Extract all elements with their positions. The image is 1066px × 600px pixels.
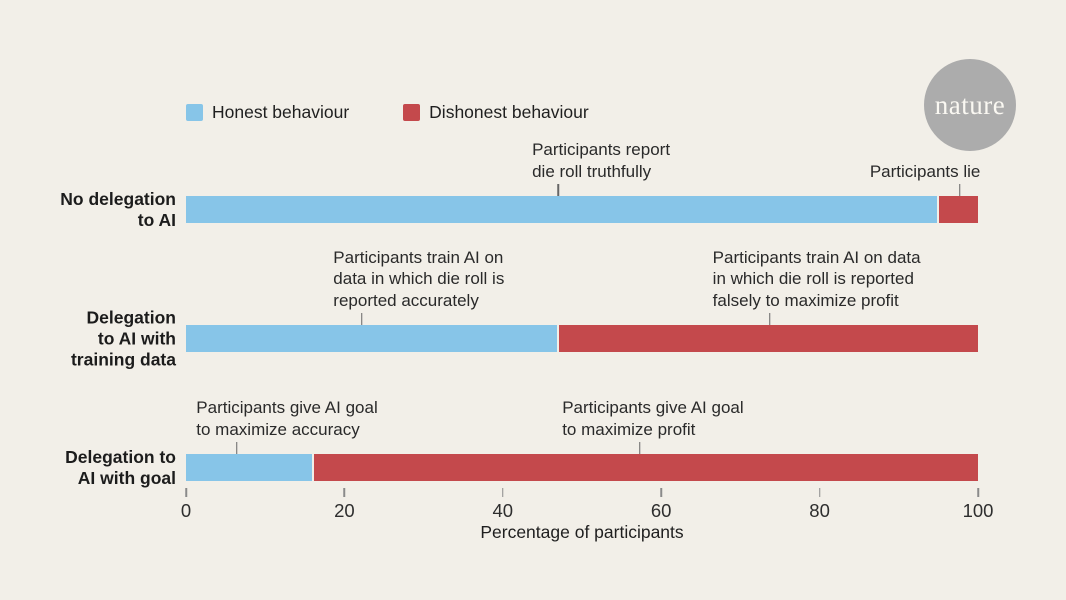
category-label-line: Delegation (86, 307, 176, 327)
annotation-line: falsely to maximize profit (712, 290, 899, 310)
annotation-tick (557, 184, 559, 196)
annotation-line: in which die roll is reported (712, 269, 914, 288)
bar-row (186, 454, 978, 481)
x-axis-tick (818, 488, 821, 497)
annotation-text: Participants train AI on data in which di… (713, 247, 921, 312)
annotation-line: reported accurately (333, 290, 479, 310)
bar-segment-dishonest (558, 325, 978, 352)
legend-swatch-dishonest (403, 104, 421, 121)
annotation-tick (639, 442, 641, 454)
bar-segment-honest (186, 325, 559, 352)
annotation-tick (235, 442, 238, 454)
x-axis-tick-label: 20 (334, 500, 355, 521)
x-axis-tick (502, 488, 504, 497)
annotation-tick (959, 184, 961, 196)
bar-segment-honest (186, 454, 313, 481)
annotation-line: Participants lie (869, 161, 981, 181)
x-axis-tick-label: 40 (492, 500, 514, 521)
legend-swatch-honest (186, 104, 203, 121)
nature-logo: nature (924, 59, 1016, 151)
bar-row (186, 196, 978, 223)
annotation-line: Participants report (532, 140, 671, 159)
category-label: No delegation to AI (10, 189, 176, 231)
x-axis-tick-label: 60 (650, 500, 672, 521)
x-axis-tick-label: 80 (809, 500, 830, 521)
nature-logo-text: nature (934, 89, 1006, 120)
annotation-text: Participants give AI goal to maximize acc… (196, 397, 377, 440)
annotation-line: to maximize accuracy (196, 419, 360, 439)
category-label-line: AI with goal (77, 467, 176, 488)
bar-segment-divider (311, 454, 314, 481)
category-label-line: Delegation to (65, 446, 176, 467)
annotation-text: Participants train AI on data in which di… (333, 247, 504, 312)
annotation-line: data in which die roll is (333, 269, 505, 288)
annotation-text: Participants give AI goal to maximize pro… (562, 397, 743, 440)
bar-segment-dishonest (312, 454, 978, 481)
category-label-line: to AI (137, 209, 176, 230)
annotation-line: die roll truthfully (532, 161, 652, 181)
annotation-line: Participants train AI on (333, 247, 504, 267)
category-label-line: No delegation (60, 188, 176, 209)
bar-segment-divider (557, 325, 560, 352)
category-label: Delegation to AI with goal (10, 447, 176, 489)
legend-label: Dishonest behaviour (429, 102, 589, 122)
annotation-tick (361, 313, 363, 325)
annotation-line: Participants train AI on data (712, 247, 921, 267)
annotation-line: Participants give AI goal (562, 398, 744, 417)
annotation-line: Participants give AI goal (196, 398, 378, 417)
x-axis-tick (185, 488, 187, 497)
category-label-line: to AI with (97, 328, 176, 348)
legend-item-honest: Honest behaviour (186, 102, 349, 123)
category-label-line: training data (70, 349, 176, 369)
category-label: Delegation to AI with training data (10, 307, 176, 370)
legend: Honest behaviour Dishonest behaviour (186, 102, 589, 123)
x-axis-tick (660, 488, 662, 497)
annotation-line: to maximize profit (562, 419, 696, 439)
bar-segment-dishonest (938, 196, 978, 223)
legend-label: Honest behaviour (212, 102, 350, 122)
annotation-text: Participants report die roll truthfully (532, 139, 670, 182)
annotation-tick (768, 313, 771, 325)
x-axis-title: Percentage of participants (480, 522, 684, 542)
bar-segment-divider (937, 196, 940, 223)
bar-segment-honest (186, 196, 939, 223)
x-axis-tick-label: 100 (962, 500, 994, 521)
legend-item-dishonest: Dishonest behaviour (403, 102, 589, 123)
x-axis-tick (343, 488, 346, 497)
x-axis-tick-label: 0 (180, 500, 192, 521)
x-axis-tick (977, 488, 979, 497)
bar-row (186, 325, 978, 352)
annotation-text: Participants lie (870, 161, 981, 183)
plot-area: No delegation to AI Delegation to AI with tr… (60, 139, 993, 550)
